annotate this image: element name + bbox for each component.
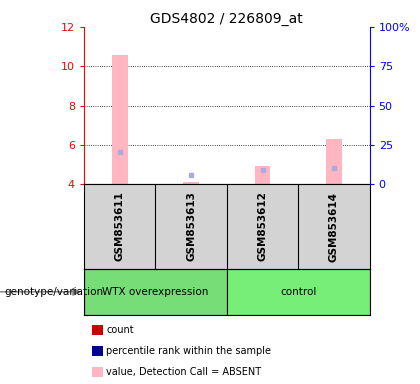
Bar bbox=[84, 269, 227, 315]
Text: WTX overexpression: WTX overexpression bbox=[102, 287, 209, 297]
Text: control: control bbox=[280, 287, 316, 297]
Bar bbox=[227, 269, 370, 315]
Bar bbox=[326, 139, 342, 184]
Bar bbox=[112, 55, 128, 184]
Text: genotype/variation: genotype/variation bbox=[4, 287, 103, 297]
Text: percentile rank within the sample: percentile rank within the sample bbox=[106, 346, 271, 356]
Text: GSM853614: GSM853614 bbox=[329, 192, 339, 262]
Text: GSM853612: GSM853612 bbox=[257, 192, 268, 262]
Title: GDS4802 / 226809_at: GDS4802 / 226809_at bbox=[150, 12, 303, 26]
Bar bbox=[255, 166, 270, 184]
Bar bbox=[183, 182, 199, 184]
Text: GSM853611: GSM853611 bbox=[115, 192, 125, 262]
Text: GSM853613: GSM853613 bbox=[186, 192, 196, 262]
Text: value, Detection Call = ABSENT: value, Detection Call = ABSENT bbox=[106, 367, 261, 377]
Text: count: count bbox=[106, 325, 134, 335]
